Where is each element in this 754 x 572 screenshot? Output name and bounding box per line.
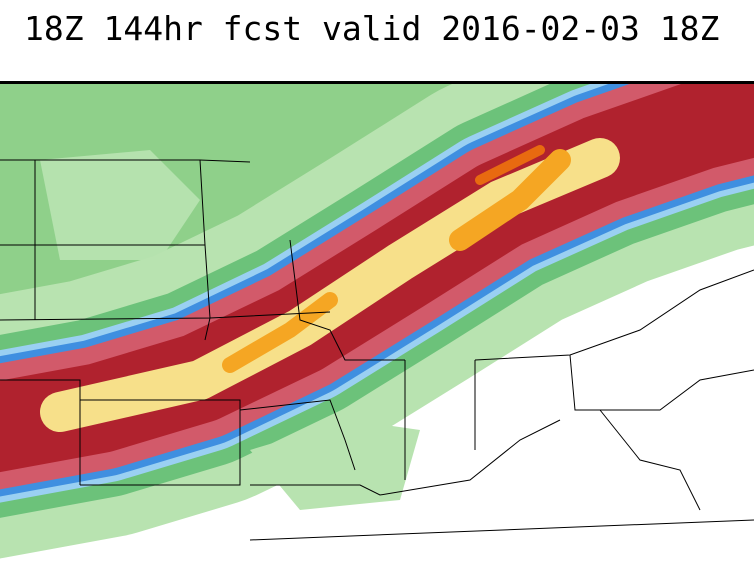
border xyxy=(289,239,405,361)
border xyxy=(474,269,754,361)
precip-orange-2 xyxy=(449,149,571,251)
border xyxy=(599,409,701,511)
state-borders xyxy=(0,159,754,541)
border xyxy=(239,399,356,471)
map-title: 18Z 144hr fcst valid 2016-02-03 18Z xyxy=(24,9,719,48)
title-rule xyxy=(0,81,754,84)
precip-orange-1 xyxy=(222,292,338,373)
border xyxy=(0,379,81,485)
precip-south-patch xyxy=(250,420,420,510)
border xyxy=(199,159,211,341)
precip-field xyxy=(0,84,754,558)
border xyxy=(250,419,561,496)
border xyxy=(569,354,754,411)
precip-light-patch xyxy=(40,150,200,260)
map-area xyxy=(0,84,754,558)
border xyxy=(249,519,754,541)
precip-dark-orange xyxy=(475,145,545,185)
border xyxy=(80,399,241,486)
